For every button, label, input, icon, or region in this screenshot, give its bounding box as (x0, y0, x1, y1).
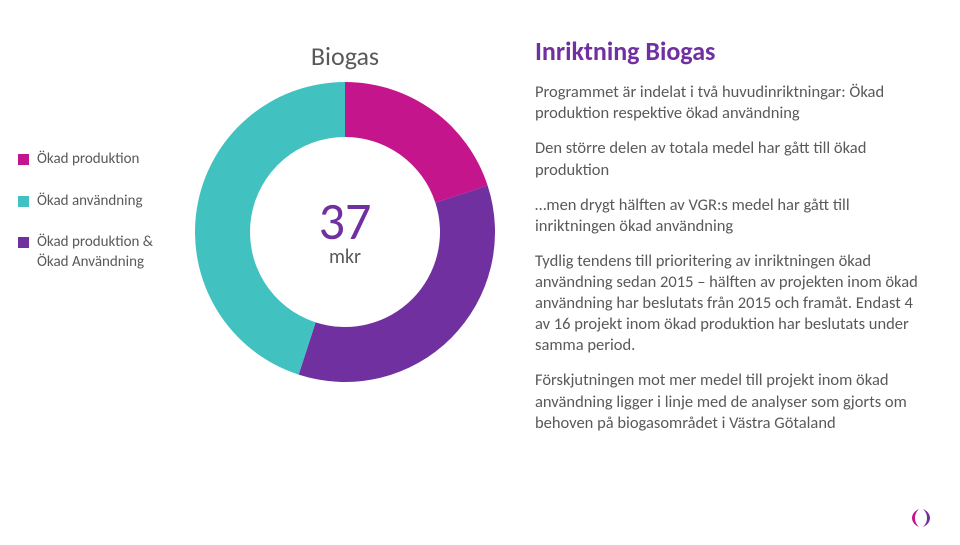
legend-item: Ökad användning (18, 192, 173, 212)
section-title: Inriktning Biogas (535, 35, 930, 68)
legend-swatch (18, 196, 29, 207)
chart-area: Biogas 37 mkr (180, 40, 510, 500)
legend-item: Ökad produktion (18, 150, 173, 170)
center-unit: mkr (329, 245, 361, 269)
paragraph: Tydlig tendens till prioritering av inri… (535, 251, 930, 357)
legend-item: Ökad produktion & Ökad Användning (18, 233, 173, 272)
text-column: Inriktning Biogas Programmet är indelat … (535, 35, 930, 448)
legend-label: Ökad produktion & Ökad Användning (37, 233, 173, 272)
paragraph: …men drygt hälften av VGR:s medel har gå… (535, 195, 930, 237)
legend-swatch (18, 237, 29, 248)
chart-title: Biogas (180, 40, 510, 72)
logo-icon (910, 507, 932, 529)
paragraph: Förskjutningen mot mer medel till projek… (535, 370, 930, 433)
legend: Ökad produktion Ökad användning Ökad produ… (18, 150, 173, 294)
paragraph: Programmet är indelat i två huvudinriktn… (535, 82, 930, 124)
donut-center: 37 mkr (195, 82, 495, 382)
legend-label: Ökad användning (37, 192, 173, 212)
center-number: 37 (319, 195, 372, 247)
slide: Ökad produktion Ökad användning Ökad produ… (0, 0, 960, 545)
legend-swatch (18, 154, 29, 165)
paragraph: Den större delen av totala medel har gåt… (535, 138, 930, 180)
donut-chart: 37 mkr (195, 82, 495, 382)
legend-label: Ökad produktion (37, 150, 173, 170)
logo (910, 507, 932, 529)
